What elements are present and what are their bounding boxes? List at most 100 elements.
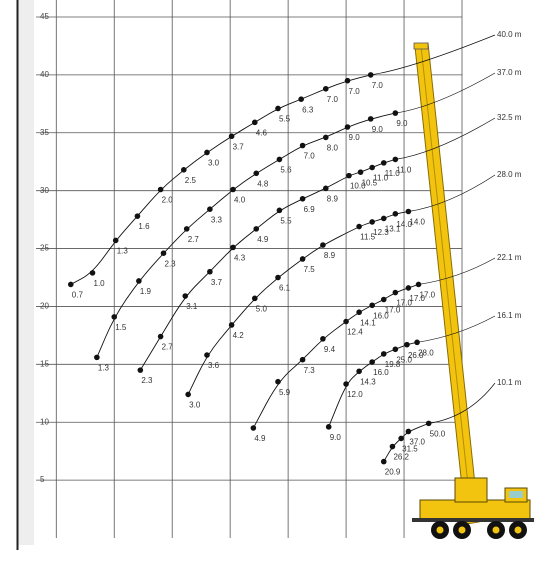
capacity-label: 5.5 [279,115,291,124]
load-point [393,211,399,217]
capacity-label: 3.0 [189,401,201,410]
load-point [381,459,387,465]
load-point [204,352,210,358]
boom-length-label: 10.1 m [497,378,522,387]
capacity-label: 9.4 [324,345,336,354]
load-point [229,133,235,139]
load-point [300,196,306,202]
capacity-label: 5.5 [280,216,292,225]
load-point [320,336,326,342]
y-tick-label: 10 [40,417,49,426]
boom-length-label: 40.0 m [497,30,522,39]
capacity-label: 2.5 [185,176,197,185]
load-point [393,346,399,352]
capacity-label: 2.3 [141,376,153,385]
capacity-label: 7.0 [372,81,384,90]
capacity-label: 3.1 [186,302,198,311]
capacity-label: 16.0 [373,368,389,377]
capacity-label: 6.3 [302,105,314,114]
load-point [393,110,399,116]
load-point [323,86,329,92]
y-tick-label: 40 [40,70,49,79]
capacity-label: 4.8 [257,179,269,188]
capacity-label: 12.0 [347,390,363,399]
capacity-label: 3.0 [208,159,220,168]
capacity-label: 14.3 [360,377,376,386]
load-point [393,290,399,296]
capacity-label: 50.0 [430,429,446,438]
y-tick-label: 20 [40,302,49,311]
load-point [253,226,259,232]
load-point [343,319,349,325]
load-point [369,219,375,225]
load-point [111,314,117,320]
hub [437,527,444,534]
capacity-label: 2.3 [165,259,177,268]
load-chart: 51015202530354045 40.0 m0.71.01.31.62.02… [0,0,541,562]
load-point [406,209,412,215]
capacity-label: 5.6 [280,166,292,175]
boom-length-label: 16.1 m [497,311,522,320]
capacity-label: 9.0 [372,125,384,134]
capacity-label: 28.0 [418,348,434,357]
capacity-label: 8.0 [327,144,339,153]
boom-length-label: 37.0 m [497,68,522,77]
load-point [345,78,351,84]
carrier-body [420,500,530,520]
load-point [390,444,396,450]
capacity-label: 3.3 [211,215,223,224]
y-tick-label: 35 [40,128,49,137]
side-strip [18,0,34,545]
y-tick-label: 15 [40,359,49,368]
load-point [185,392,191,398]
load-point [230,245,236,251]
load-point [251,425,257,431]
load-point [204,150,210,156]
load-point [158,334,164,340]
load-point [368,116,374,122]
load-point [393,157,399,163]
load-point [426,421,432,427]
boom-length-label: 28.0 m [497,170,522,179]
load-point [182,293,188,299]
capacity-label: 1.3 [98,363,110,372]
load-point [136,278,142,284]
capacity-label: 5.0 [256,304,268,313]
load-point [275,106,281,112]
load-point [404,342,410,348]
load-point [381,160,387,166]
superstructure [455,478,487,502]
capacity-label: 2.0 [162,196,174,205]
capacity-label: 7.3 [304,366,316,375]
load-point [298,96,304,102]
load-point [346,173,352,179]
y-tick-label: 5 [40,475,45,484]
load-point [398,436,404,442]
boom-head [414,43,428,49]
capacity-label: 2.7 [188,235,200,244]
capacity-label: 3.7 [233,142,245,151]
load-point [406,285,412,291]
load-point [277,208,283,214]
load-point [300,143,306,149]
load-point [300,256,306,262]
load-point [323,135,329,141]
capacity-label: 4.0 [234,196,246,205]
load-point [253,171,259,177]
y-tick-label: 25 [40,244,49,253]
load-point [320,242,326,248]
y-tick-label: 45 [40,12,49,21]
capacity-label: 9.0 [396,119,408,128]
load-point [68,282,74,288]
load-point [368,72,374,78]
load-point [275,379,281,385]
load-point [414,340,420,346]
load-point [369,359,375,365]
capacity-label: 0.7 [72,291,84,300]
y-tick-label: 30 [40,186,49,195]
capacity-label: 12.4 [347,328,363,337]
load-point [345,124,351,130]
load-point [381,216,387,222]
capacity-label: 8.9 [324,251,336,260]
load-point [416,282,422,288]
